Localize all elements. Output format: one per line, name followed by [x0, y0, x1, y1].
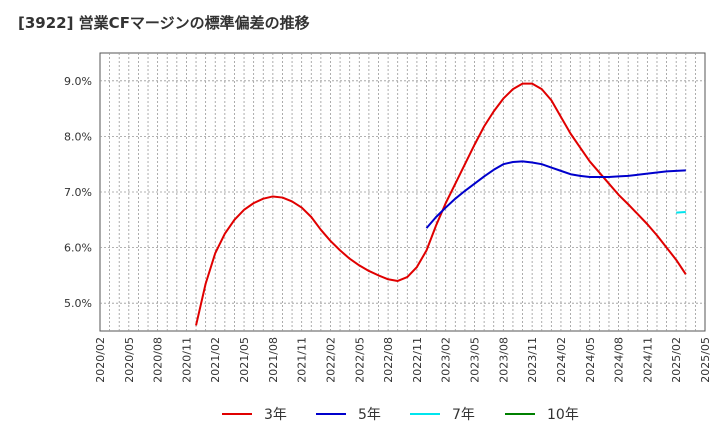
- x-tick-label: 2022/11: [411, 337, 424, 383]
- x-tick-label: 2020/08: [152, 337, 165, 383]
- series-layer: [195, 82, 687, 326]
- x-tick-label: 2020/02: [94, 337, 107, 383]
- plot-frame: [99, 52, 706, 332]
- x-tick-label: 2021/05: [238, 337, 251, 383]
- legend-label: 5年: [358, 407, 381, 423]
- legend-label: 7年: [452, 407, 475, 423]
- x-tick-label: 2021/02: [209, 337, 222, 383]
- x-tick-label: 2024/11: [641, 337, 654, 383]
- x-tick-label: 2020/05: [123, 337, 136, 383]
- x-tick-label: 2023/02: [440, 337, 453, 383]
- series-line-5年: [425, 160, 686, 229]
- axis-layer: 5.0% 6.0% 7.0% 8.0% 9.0% 2020/02 2020/05 2020/0…: [64, 75, 712, 383]
- grid-layer: [99, 52, 706, 332]
- y-tick-label: 6.0%: [64, 242, 92, 255]
- series-line-7年: [676, 211, 686, 214]
- series-line-3年: [195, 82, 687, 326]
- x-tick-label: 2025/05: [699, 337, 712, 383]
- x-tick-label: 2022/05: [353, 337, 366, 383]
- x-tick-label: 2024/02: [555, 337, 568, 383]
- y-tick-label: 5.0%: [64, 297, 92, 310]
- legend: 3年 5年 7年 10年: [222, 407, 579, 423]
- y-tick-label: 7.0%: [64, 186, 92, 199]
- chart-title: [3922] 営業CFマージンの標準偏差の推移: [18, 14, 310, 32]
- y-tick-label: 9.0%: [64, 75, 92, 88]
- legend-label: 10年: [547, 407, 579, 423]
- x-tick-label: 2024/05: [584, 337, 597, 383]
- legend-label: 3年: [264, 407, 287, 423]
- x-tick-label: 2023/11: [526, 337, 539, 383]
- x-tick-label: 2022/02: [324, 337, 337, 383]
- x-tick-label: 2024/08: [613, 337, 626, 383]
- y-tick-label: 8.0%: [64, 130, 92, 143]
- x-tick-label: 2022/08: [382, 337, 395, 383]
- x-tick-label: 2023/05: [469, 337, 482, 383]
- x-tick-label: 2020/11: [180, 337, 193, 383]
- x-tick-label: 2021/08: [267, 337, 280, 383]
- x-tick-label: 2021/11: [296, 337, 309, 383]
- x-tick-label: 2025/02: [670, 337, 683, 383]
- x-tick-label: 2023/08: [497, 337, 510, 383]
